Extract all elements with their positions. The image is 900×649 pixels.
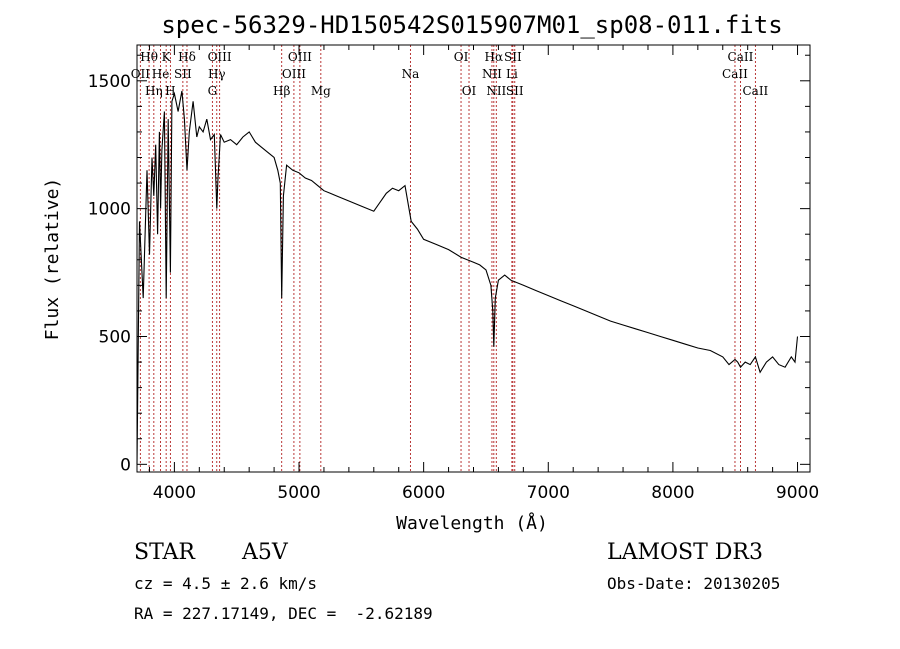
line-label-18: NII	[482, 67, 502, 81]
observation-date: Obs-Date: 20130205	[607, 574, 781, 593]
line-label-23: SII	[506, 84, 524, 98]
line-label-17: OI	[462, 84, 477, 98]
y-tick-label-0: 0	[120, 455, 131, 475]
line-label-15: Na	[402, 67, 420, 81]
line-label-25: CaII	[728, 50, 754, 64]
plot-frame	[136, 44, 811, 473]
chart-title: spec-56329-HD150542S015907M01_sp08-011.f…	[161, 11, 782, 39]
line-label-0: Hθ	[140, 50, 158, 64]
x-tick-label-0: 4000	[153, 483, 196, 503]
line-label-16: OI	[454, 50, 469, 64]
line-label-3: He	[152, 67, 170, 81]
line-label-6: SII	[174, 67, 192, 81]
x-axis-ticks: 4000 5000 6000 7000 8000 9000	[148, 45, 819, 503]
line-label-22: SII	[504, 50, 522, 64]
x-tick-label-3: 7000	[527, 483, 570, 503]
line-label-7: Hδ	[178, 50, 196, 64]
line-label-20: NII	[486, 84, 506, 98]
line-label-19: Hα	[485, 50, 504, 64]
y-axis-ticks: 0 500 1000 1500	[88, 54, 810, 475]
y-tick-label-3: 1500	[88, 72, 131, 92]
line-label-10: Hγ	[208, 67, 226, 81]
y-tick-label-2: 1000	[88, 200, 131, 220]
line-label-21: Li	[506, 67, 518, 81]
redshift-cz: cz = 4.5 ± 2.6 km/s	[134, 574, 318, 593]
line-label-14: Mg	[311, 84, 331, 98]
line-label-11: Hβ	[273, 84, 290, 98]
object-class: STAR	[134, 540, 195, 565]
y-axis-label: Flux (relative)	[42, 178, 63, 341]
line-label-4: K	[162, 50, 172, 64]
line-label-12: OIII	[282, 67, 306, 81]
line-label-8: G	[208, 84, 218, 98]
ra-dec-coordinates: RA = 227.17149, DEC = -2.62189	[134, 604, 433, 623]
y-tick-label-1: 500	[99, 327, 131, 347]
line-label-13: OIII	[288, 50, 312, 64]
x-axis-label: Wavelength (Å)	[396, 512, 548, 534]
spectral-line-markers	[139, 45, 756, 472]
line-label-26: CaII	[742, 84, 768, 98]
line-label-5: H	[165, 84, 175, 98]
x-tick-label-2: 6000	[402, 483, 445, 503]
line-label-24: CaII	[722, 67, 748, 81]
spectral-line-labels: Hθ OII Hη He K H SII Hδ G OIII Hγ Hβ OIII OIII Mg Na OI O…	[131, 50, 769, 98]
survey-name: LAMOST DR3	[607, 540, 763, 565]
object-subclass: A5V	[242, 540, 288, 565]
x-tick-label-5: 9000	[776, 483, 819, 503]
x-tick-label-4: 8000	[651, 483, 694, 503]
line-label-9: OIII	[208, 50, 232, 64]
spectrum-line	[136, 90, 799, 465]
line-label-2: Hη	[145, 84, 163, 98]
x-tick-label-1: 5000	[277, 483, 320, 503]
line-label-1: OII	[131, 67, 151, 81]
